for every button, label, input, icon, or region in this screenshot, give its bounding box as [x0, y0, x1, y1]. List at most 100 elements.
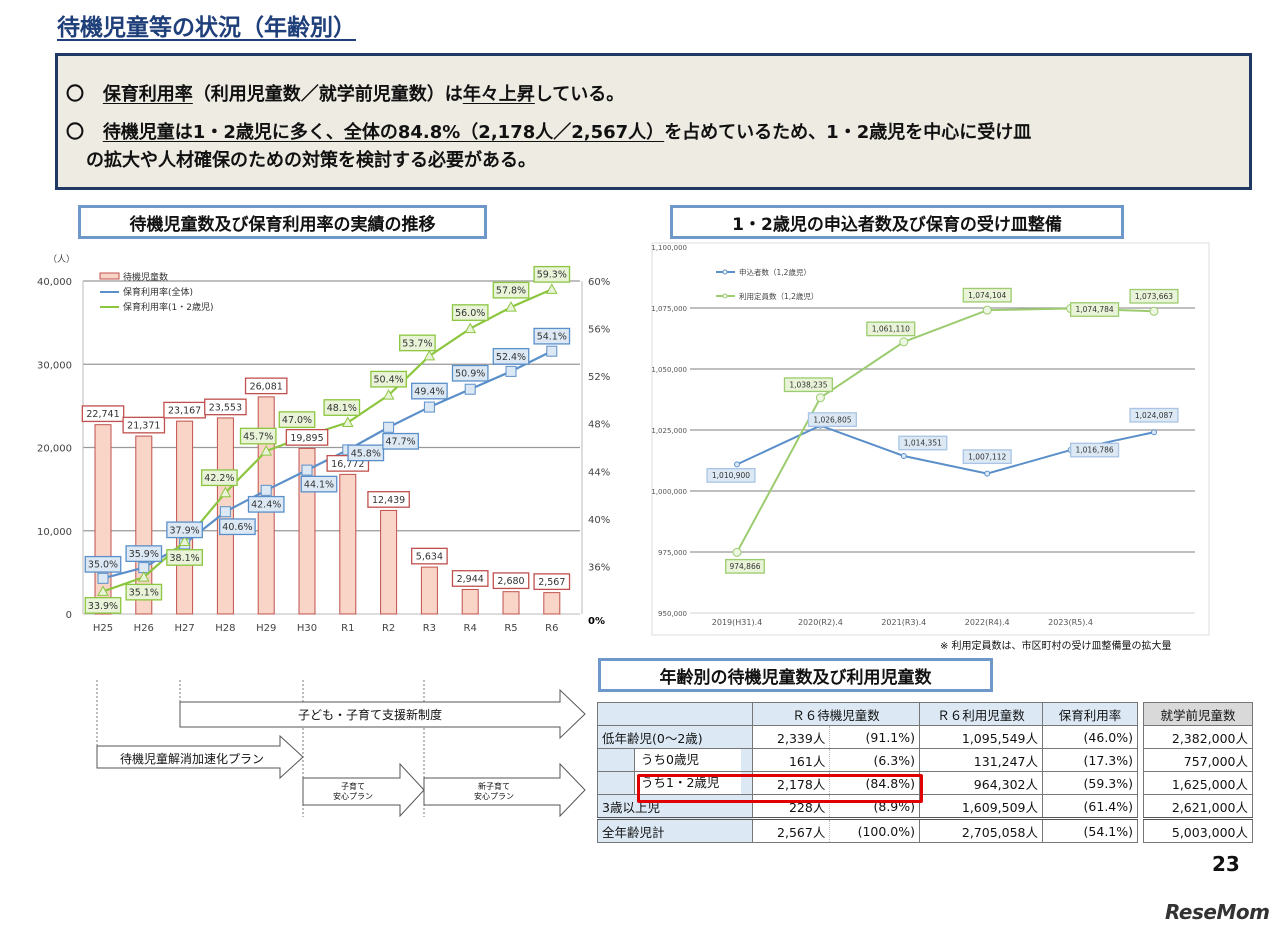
- square-marker: [342, 444, 354, 456]
- bar-value-label: 22,741: [86, 409, 119, 420]
- header-cell: [597, 702, 753, 726]
- usage-rate: (46.0%): [1042, 725, 1138, 749]
- x-tick-label: H29: [256, 623, 276, 634]
- bar-value-label: 26,081: [250, 381, 283, 392]
- legend-marker: [722, 269, 728, 275]
- green-rate-label-box: [323, 399, 361, 416]
- applicants-label-box: [1129, 407, 1179, 423]
- users-count: 131,247人: [919, 748, 1043, 772]
- y-axis-unit: （人）: [48, 254, 75, 265]
- blue-rate-label-box: [166, 521, 203, 539]
- bar-value-label: 23,553: [209, 402, 242, 413]
- y2-tick-label: 52%: [588, 372, 610, 383]
- text: 新子育て: [478, 782, 510, 791]
- users-count: 2,705,058人: [919, 817, 1043, 843]
- green-rate-label: 50.4%: [374, 375, 404, 386]
- blue-rate-line: [102, 350, 553, 580]
- text: 安心プラン: [474, 792, 514, 801]
- underlined-text: 待機児童は1・2歳児に多く、全体の84.8%（2,178人／2,567人）: [102, 122, 665, 143]
- usage-rate: (59.3%): [1042, 771, 1138, 795]
- applicants-label-box: [898, 435, 948, 451]
- x-tick-label: 2019(H31).4: [712, 618, 762, 627]
- bar-value-label-box: [244, 377, 288, 395]
- green-rate-label: 33.9%: [88, 601, 118, 612]
- y-tick-label: 1,000,000: [651, 488, 687, 496]
- summary-line-3: の拡大や人材確保のための対策を検討する必要がある。: [86, 150, 536, 171]
- y2-tick-label: 40%: [588, 515, 610, 526]
- triangle-marker: [341, 416, 354, 428]
- row-label: 3歳以上児: [597, 794, 753, 819]
- capacity-label: 974,866: [729, 562, 760, 571]
- point-marker: [732, 547, 742, 557]
- x-tick-label: 2020(R2).4: [798, 618, 843, 627]
- preschool-count: 2,621,000人: [1143, 794, 1253, 819]
- capacity-label-box: [962, 287, 1012, 303]
- point-marker: [817, 422, 824, 429]
- y-tick-label: 0: [66, 610, 72, 621]
- blue-rate-label-box: [219, 518, 256, 536]
- square-marker: [97, 572, 109, 584]
- page-title: 待機児童等の状況（年齢別）: [57, 15, 356, 41]
- bar-value-label-box: [122, 416, 166, 434]
- x-tick-label: R5: [504, 623, 517, 634]
- triangle-marker: [382, 389, 395, 400]
- legend-label: 待機児童数: [123, 271, 168, 283]
- text: している。: [534, 84, 625, 105]
- applicants-label-box: [1070, 442, 1120, 458]
- bar: [420, 566, 438, 615]
- bar: [176, 420, 194, 615]
- triangle-marker: [505, 301, 517, 312]
- square-marker: [260, 484, 272, 496]
- square-marker: [179, 538, 191, 550]
- capacity-label: 1,073,663: [1135, 292, 1173, 301]
- point-marker: [734, 461, 740, 468]
- applicants-label: 1,010,900: [712, 471, 750, 480]
- legend-label: 申込者数（1,2歳児）: [739, 267, 811, 277]
- bullet: 〇: [66, 84, 84, 105]
- triangle-marker: [260, 445, 273, 456]
- green-rate-label: 35.1%: [129, 588, 159, 599]
- triangle-marker: [97, 585, 109, 596]
- green-rate-label: 45.7%: [243, 431, 273, 442]
- table-header-row: Ｒ６待機児童数 Ｒ６利用児童数 保育利用率 就学前児童数: [597, 702, 1253, 726]
- square-marker: [546, 345, 558, 357]
- x-tick-label: H28: [215, 623, 235, 634]
- bar-value-label-box: [451, 570, 489, 587]
- green-rate-label: 38.1%: [170, 553, 200, 564]
- bar-value-label-box: [163, 401, 206, 419]
- capacity-label-box: [783, 377, 833, 393]
- waiting-count: 161人: [751, 748, 831, 772]
- row-label: 全年齢児計: [597, 817, 753, 843]
- page-number: 23: [1212, 852, 1240, 876]
- green-rate-label-box: [533, 265, 571, 283]
- y2-tick-label: 0%: [588, 616, 605, 627]
- y-tick-label: 1,075,000: [651, 305, 687, 313]
- green-rate-label-box: [201, 469, 238, 487]
- y2-tick-label: 56%: [588, 325, 610, 336]
- legend-bar-swatch: [99, 272, 120, 280]
- green-rate-label-box: [492, 281, 530, 299]
- table-row: 低年齢児(0〜2歳) 2,339人 (91.1%) 1,095,549人 (46…: [597, 725, 1253, 749]
- blue-rate-label-box: [411, 382, 448, 400]
- preschool-count: 757,000人: [1143, 748, 1253, 772]
- square-marker: [383, 421, 395, 433]
- triangle-marker: [137, 571, 150, 582]
- row-label-text: うち1・2歳児: [634, 772, 741, 794]
- bar-value-label-box: [367, 491, 410, 508]
- bar-value-label-box: [204, 398, 247, 416]
- preschool-count: 5,003,000人: [1143, 817, 1253, 843]
- blue-rate-label-box: [533, 327, 571, 345]
- preschool-count: 2,382,000人: [1143, 725, 1253, 749]
- x-tick-label: 2021(R3).4: [881, 618, 926, 627]
- point-marker: [1149, 306, 1159, 316]
- blue-rate-label: 35.0%: [88, 560, 118, 571]
- applicants-label: 1,024,087: [1135, 411, 1173, 420]
- bar: [135, 435, 153, 615]
- bar: [257, 396, 275, 615]
- y-tick-label: 20,000: [37, 444, 72, 455]
- triangle-marker: [301, 429, 313, 441]
- capacity-label: 1,038,235: [789, 380, 827, 389]
- usage-rate: (61.4%): [1042, 794, 1138, 819]
- age-table: Ｒ６待機児童数 Ｒ６利用児童数 保育利用率 就学前児童数 低年齢児(0〜2歳) …: [597, 702, 1253, 843]
- square-marker: [423, 401, 435, 413]
